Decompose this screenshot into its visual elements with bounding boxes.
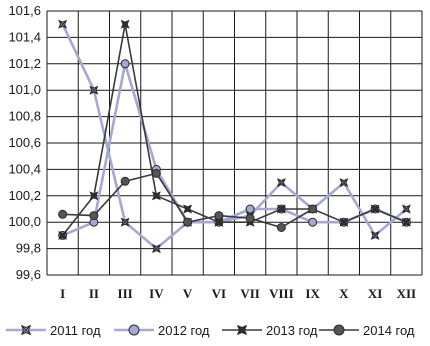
series-1-point xyxy=(120,217,130,227)
series-2-point xyxy=(120,59,130,69)
series-2-point xyxy=(245,204,255,214)
x-tick-label: IV xyxy=(149,286,164,301)
series-3-point xyxy=(401,217,411,227)
series-4-point xyxy=(151,168,161,178)
x-tick-label: VI xyxy=(212,286,226,301)
series-1-line xyxy=(61,23,408,250)
series-4-point xyxy=(89,211,99,221)
y-axis-ticks: 101,6 101,4 101,2 101,0 100,8 100,6 100,4 100,2… xyxy=(8,3,41,282)
series-4-point xyxy=(245,213,255,223)
series-3-point xyxy=(183,204,193,214)
series-3-point xyxy=(58,230,68,240)
legend-marker xyxy=(333,324,345,336)
x-tick-label: XI xyxy=(368,286,382,301)
series-4-point xyxy=(58,209,68,219)
y-tick-label: 99,8 xyxy=(16,241,41,256)
x-tick-label: I xyxy=(60,286,65,301)
series-1-point xyxy=(151,244,161,254)
x-tick-label: XII xyxy=(397,286,417,301)
y-tick-label: 100,8 xyxy=(8,109,41,124)
series-3-point xyxy=(89,191,99,201)
y-tick-label: 101,0 xyxy=(8,82,41,97)
series-3-point xyxy=(120,19,130,29)
y-tick-label: 100,4 xyxy=(8,161,41,176)
legend-label: 2013 год xyxy=(266,323,318,338)
legend-marker xyxy=(128,324,140,336)
x-tick-label: II xyxy=(89,286,99,301)
x-tick-label: VII xyxy=(240,286,260,301)
chart-series xyxy=(58,19,411,254)
y-tick-label: 101,4 xyxy=(8,29,41,44)
y-tick-label: 101,2 xyxy=(8,56,41,71)
x-tick-label: III xyxy=(118,286,133,301)
series-3-line xyxy=(62,23,407,236)
series-2-point xyxy=(308,217,318,227)
y-tick-label: 100,0 xyxy=(8,214,41,229)
series-1-point xyxy=(276,178,286,188)
series-3-point xyxy=(276,204,286,214)
legend-label: 2014 год xyxy=(363,323,415,338)
series-1-point xyxy=(401,204,411,214)
series-4-point xyxy=(276,222,286,232)
series-3-point xyxy=(151,191,161,201)
y-tick-label: 100,2 xyxy=(8,188,41,203)
series-1-point xyxy=(58,19,68,29)
series-4-point xyxy=(214,211,224,221)
y-tick-label: 100,6 xyxy=(8,135,41,150)
y-tick-label: 99,6 xyxy=(16,267,41,282)
series-4-point xyxy=(183,217,193,227)
series-4-point xyxy=(308,204,318,214)
x-tick-label: IX xyxy=(305,286,320,301)
x-tick-label: VIII xyxy=(269,286,294,301)
x-tick-label: X xyxy=(339,286,349,301)
x-axis-ticks: I II III IV V VI VII VIII IX X XI XII xyxy=(60,286,416,301)
chart-legend: 2011 год 2012 год 2013 год 2014 год xyxy=(6,323,415,338)
x-tick-label: V xyxy=(183,286,193,301)
series-3-point xyxy=(339,217,349,227)
series-3-point xyxy=(370,204,380,214)
series-1-point xyxy=(370,230,380,240)
series-3-point xyxy=(214,217,224,227)
series-1-point xyxy=(339,178,349,188)
chart-grid xyxy=(46,10,423,276)
legend-label: 2011 год xyxy=(50,323,101,338)
legend-label: 2012 год xyxy=(158,323,210,338)
legend-marker xyxy=(236,324,248,336)
y-tick-label: 101,6 xyxy=(8,3,41,18)
series-1-point xyxy=(89,85,99,95)
legend-marker xyxy=(20,324,32,336)
series-4-point xyxy=(120,176,130,186)
